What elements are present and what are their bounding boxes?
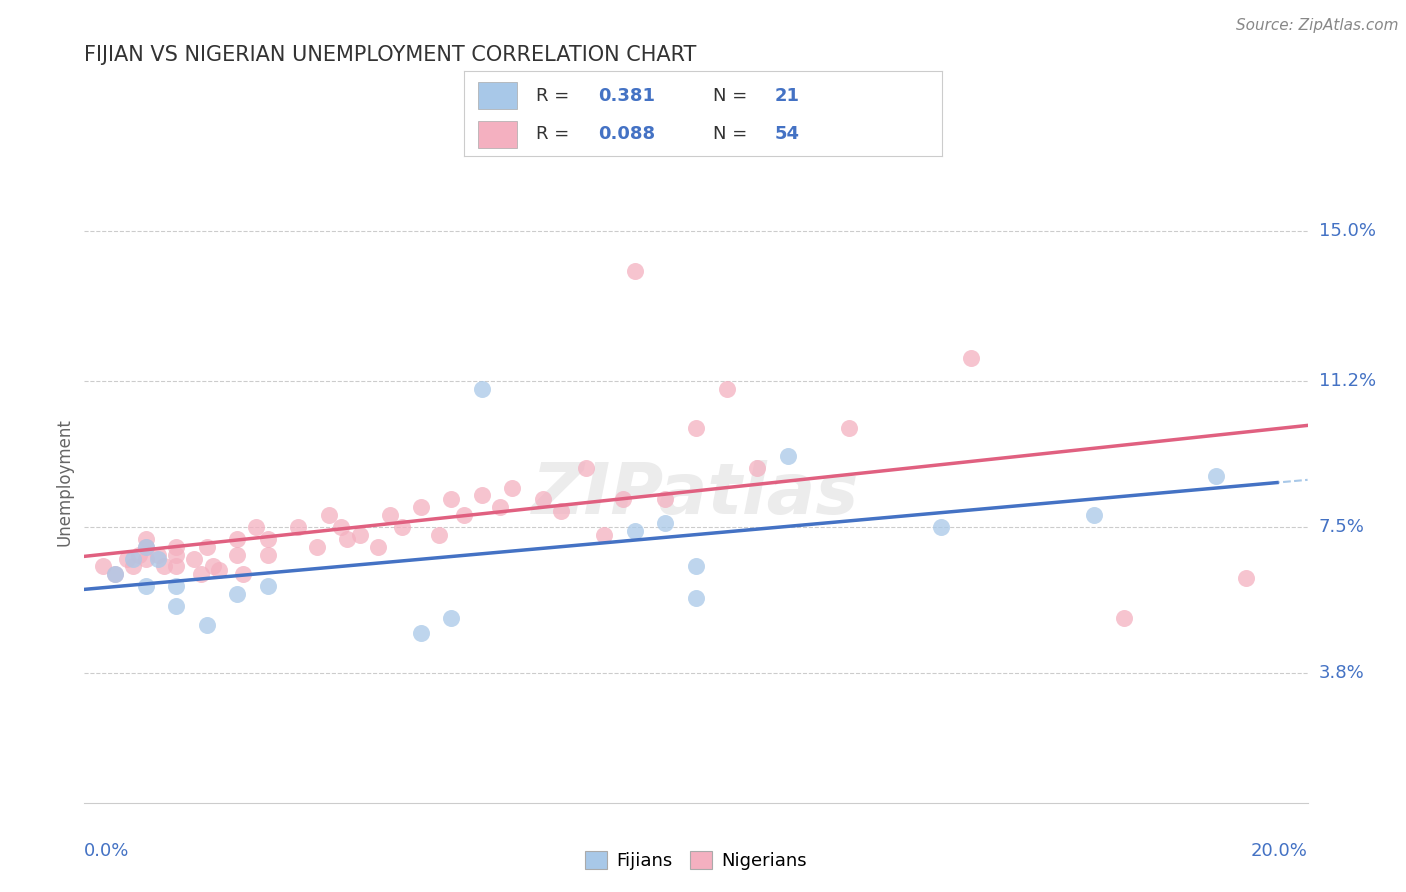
Point: [409, 626, 432, 640]
Point: [257, 579, 280, 593]
Point: [593, 528, 616, 542]
Text: 0.381: 0.381: [598, 87, 655, 105]
Point: [153, 559, 176, 574]
Point: [226, 587, 249, 601]
Point: [183, 551, 205, 566]
Point: [226, 548, 249, 562]
Point: [929, 520, 952, 534]
Point: [624, 524, 647, 538]
Point: [1205, 468, 1227, 483]
Text: R =: R =: [536, 87, 575, 105]
Point: [318, 508, 340, 523]
Point: [122, 559, 145, 574]
Point: [624, 264, 647, 278]
Point: [776, 449, 799, 463]
Legend: Fijians, Nigerians: Fijians, Nigerians: [578, 844, 814, 877]
Point: [135, 579, 157, 593]
Text: 15.0%: 15.0%: [1319, 222, 1375, 241]
Text: 21: 21: [775, 87, 800, 105]
Text: 0.0%: 0.0%: [84, 842, 129, 860]
Point: [165, 599, 187, 613]
Point: [165, 559, 187, 574]
Point: [391, 520, 413, 534]
FancyBboxPatch shape: [478, 82, 516, 110]
Point: [440, 610, 463, 624]
Point: [257, 548, 280, 562]
Point: [471, 382, 494, 396]
Point: [287, 520, 309, 534]
Text: 0.088: 0.088: [598, 125, 655, 143]
Point: [115, 551, 138, 566]
Point: [201, 559, 224, 574]
Point: [654, 516, 676, 530]
Point: [128, 548, 150, 562]
Point: [208, 563, 231, 577]
Point: [453, 508, 475, 523]
Point: [685, 559, 707, 574]
Point: [165, 548, 187, 562]
Point: [685, 591, 707, 605]
Point: [550, 504, 572, 518]
Text: ZIPatlas: ZIPatlas: [533, 460, 859, 529]
Point: [135, 540, 157, 554]
Point: [575, 461, 598, 475]
Point: [135, 540, 157, 554]
Point: [330, 520, 353, 534]
Point: [380, 508, 402, 523]
Text: 3.8%: 3.8%: [1319, 664, 1364, 681]
Text: 7.5%: 7.5%: [1319, 518, 1365, 536]
Y-axis label: Unemployment: Unemployment: [55, 417, 73, 546]
Point: [409, 500, 432, 515]
Text: 11.2%: 11.2%: [1319, 372, 1376, 390]
Point: [960, 351, 983, 365]
Point: [531, 492, 554, 507]
Point: [685, 421, 707, 435]
Text: 20.0%: 20.0%: [1251, 842, 1308, 860]
Point: [305, 540, 328, 554]
Point: [747, 461, 769, 475]
Point: [232, 567, 254, 582]
Text: R =: R =: [536, 125, 575, 143]
Point: [104, 567, 127, 582]
Text: FIJIAN VS NIGERIAN UNEMPLOYMENT CORRELATION CHART: FIJIAN VS NIGERIAN UNEMPLOYMENT CORRELAT…: [84, 45, 697, 64]
Point: [502, 481, 524, 495]
Point: [122, 551, 145, 566]
Point: [165, 540, 187, 554]
FancyBboxPatch shape: [478, 120, 516, 147]
Text: N =: N =: [713, 125, 752, 143]
Point: [1083, 508, 1105, 523]
Point: [135, 532, 157, 546]
Point: [471, 488, 494, 502]
Point: [1114, 610, 1136, 624]
Point: [245, 520, 267, 534]
Point: [226, 532, 249, 546]
Point: [1234, 571, 1257, 585]
Point: [489, 500, 512, 515]
Point: [146, 551, 169, 566]
Point: [440, 492, 463, 507]
Point: [427, 528, 450, 542]
Point: [190, 567, 212, 582]
Text: N =: N =: [713, 87, 752, 105]
Point: [165, 579, 187, 593]
Point: [367, 540, 389, 554]
Point: [195, 540, 218, 554]
Point: [838, 421, 860, 435]
Point: [195, 618, 218, 632]
Point: [104, 567, 127, 582]
Point: [91, 559, 114, 574]
Point: [135, 551, 157, 566]
Point: [146, 548, 169, 562]
Text: 54: 54: [775, 125, 800, 143]
Text: Source: ZipAtlas.com: Source: ZipAtlas.com: [1236, 18, 1399, 33]
Point: [716, 382, 738, 396]
Point: [349, 528, 371, 542]
Point: [257, 532, 280, 546]
Point: [336, 532, 359, 546]
Point: [612, 492, 634, 507]
Point: [654, 492, 676, 507]
